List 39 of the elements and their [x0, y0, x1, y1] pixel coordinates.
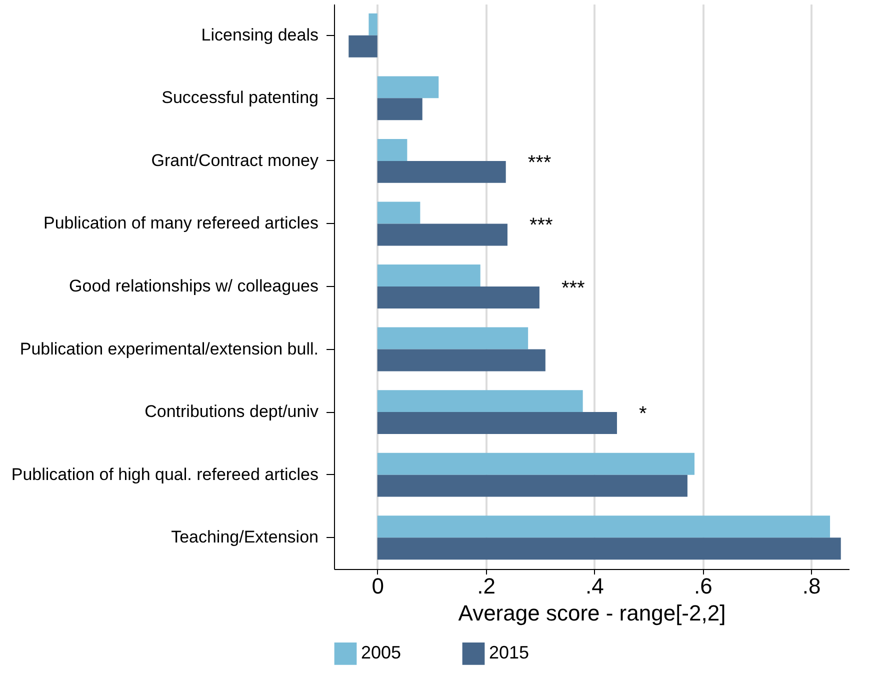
x-tick-label: .4 [586, 574, 604, 598]
annotation: *** [561, 278, 586, 300]
y-tick-label: Successful patenting [162, 88, 318, 108]
bar [377, 264, 480, 286]
y-tick-label: Publication of many refereed articles [44, 214, 318, 233]
y-tick-label: Good relationships w/ colleagues [69, 276, 318, 296]
x-tick-label: .6 [694, 574, 712, 598]
bar [377, 202, 420, 224]
y-tick-label: Licensing deals [201, 25, 318, 44]
bar [377, 538, 841, 560]
bar [377, 76, 439, 98]
bar [377, 516, 830, 538]
y-tick-label: Publication of high qual. refereed articles [11, 464, 318, 484]
bar [377, 474, 688, 497]
x-tick-label: .2 [477, 574, 496, 598]
y-tick-label: Grant/Contract money [151, 150, 319, 170]
bar [377, 412, 617, 434]
bar [377, 138, 408, 161]
x-tick-label: .8 [802, 574, 821, 598]
y-tick-label: Publication experimental/extension bull. [20, 339, 318, 358]
x-axis-title: Average score - range[-2,2] [458, 600, 726, 626]
legend-label: 2015 [489, 642, 530, 663]
legend-label: 2005 [361, 642, 402, 663]
annotation: *** [529, 214, 554, 237]
y-tick-label: Contributions dept/univ [144, 402, 319, 422]
bar [377, 160, 506, 183]
bar [348, 35, 378, 58]
bar [377, 327, 528, 350]
y-tick-label: Teaching/Extension [171, 528, 318, 547]
bar [377, 452, 694, 475]
annotation: * [638, 403, 647, 426]
bar [377, 98, 422, 120]
bar [377, 349, 546, 372]
bar [377, 286, 540, 308]
bar [377, 390, 583, 412]
bar [368, 13, 378, 36]
annotation: *** [528, 152, 552, 174]
x-tick-label: 0 [372, 574, 384, 598]
bar [377, 224, 508, 246]
